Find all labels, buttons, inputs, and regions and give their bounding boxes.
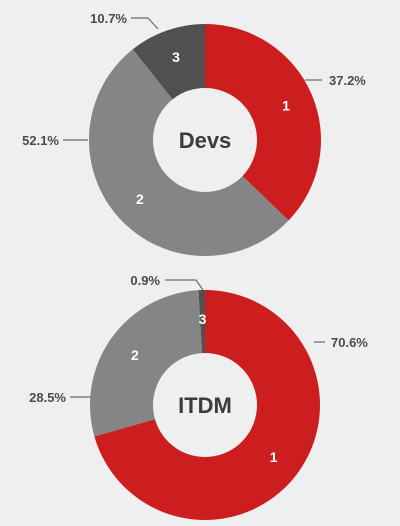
itdm-slice-1	[94, 290, 321, 520]
itdm-slice-1-label: 1	[270, 449, 278, 465]
devs-slice-3-label: 3	[172, 49, 180, 65]
devs-slice-1	[205, 24, 321, 221]
itdm-slice-3	[198, 290, 205, 354]
devs-slice-3-leader-line	[131, 17, 159, 30]
itdm-center-title: ITDM	[178, 393, 232, 418]
devs-center-title: Devs	[179, 128, 232, 153]
itdm-slice-2-percent: 28.5%	[29, 390, 66, 405]
devs-slice-3-percent: 10.7%	[90, 11, 127, 26]
itdm-slice-3-percent: 0.9%	[130, 273, 160, 288]
itdm-slice-2-label: 2	[131, 347, 139, 363]
devs-slice-2	[89, 49, 289, 256]
itdm-slice-3-label: 3	[199, 311, 207, 327]
itdm-slice-2	[90, 290, 203, 437]
devs-slice-1-percent: 37.2%	[329, 73, 366, 88]
itdm-slice-3-leader-line	[165, 279, 204, 291]
devs-donut-chart: 1 37.2% 2 52.1% 3 10.7% Devs	[22, 11, 366, 256]
itdm-slice-1-percent: 70.6%	[331, 335, 368, 350]
devs-slice-2-percent: 52.1%	[22, 133, 59, 148]
itdm-donut-chart: 1 70.6% 2 28.5% 3 0.9% ITDM	[29, 273, 368, 520]
devs-slice-1-label: 1	[282, 98, 290, 114]
devs-slice-2-label: 2	[136, 191, 144, 207]
devs-slice-3	[132, 24, 205, 100]
